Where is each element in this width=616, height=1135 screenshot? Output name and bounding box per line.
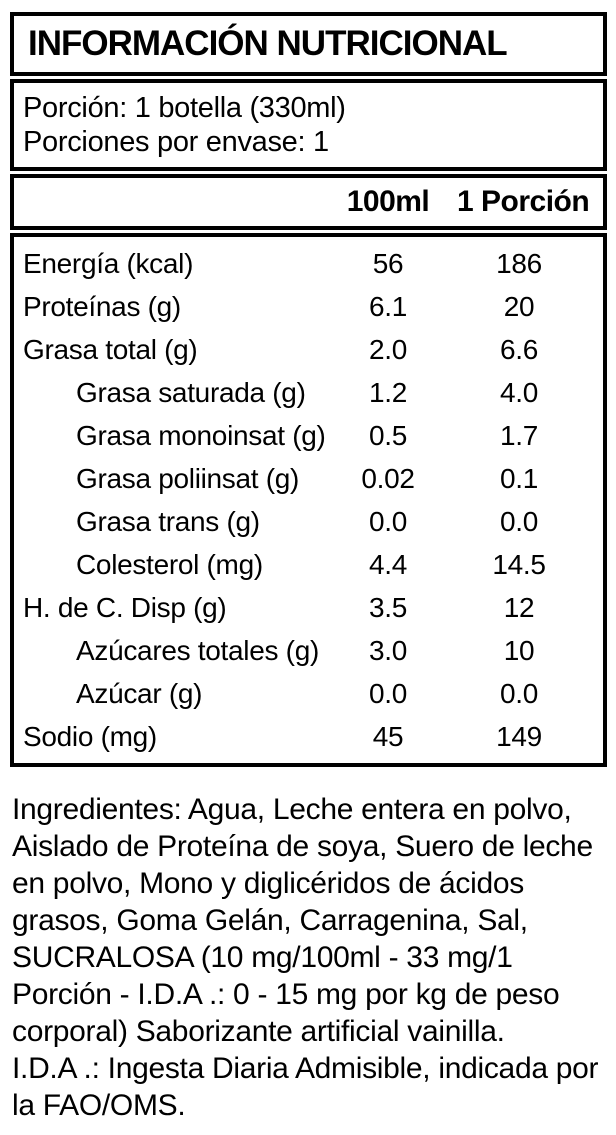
nutrient-value-100ml: 6.1 [368, 290, 408, 322]
nutrient-value-portion: 0.0 [499, 505, 539, 537]
nutrient-value-100ml: 0.0 [368, 677, 408, 709]
nutrient-row-grasa-poliinsat: Grasa poliinsat (g) 0.02 0.1 [14, 457, 603, 500]
nutrient-row-grasa-monoinsat: Grasa monoinsat (g) 0.5 1.7 [14, 414, 603, 457]
nutrient-value-portion: 6.6 [499, 333, 539, 365]
nutrient-label: H. de C. Disp (g) [23, 591, 227, 623]
ingredients-paragraph: Ingredientes: Agua, Leche entera en polv… [12, 793, 593, 1048]
nutrient-value-100ml: 0.5 [368, 419, 408, 451]
ingredients-section: Ingredientes: Agua, Leche entera en polv… [12, 791, 616, 1124]
nutrient-value-100ml: 45 [372, 720, 404, 752]
serving-size-line: Porción: 1 botella (330ml) [23, 92, 346, 124]
nutrient-row-proteinas: Proteínas (g) 6.1 20 [14, 285, 603, 328]
nutrient-row-grasa-trans: Grasa trans (g) 0.0 0.0 [14, 500, 603, 543]
column-header-100ml: 100ml [346, 185, 430, 218]
nutrient-label: Proteínas (g) [23, 290, 181, 322]
nutrient-label: Grasa poliinsat (g) [76, 462, 300, 494]
nutrient-label: Grasa total (g) [23, 333, 198, 365]
nutrient-label: Sodio (mg) [23, 720, 157, 752]
nutrient-label: Grasa trans (g) [76, 505, 260, 537]
nutrient-value-100ml: 1.2 [368, 376, 408, 408]
nutrient-value-100ml: 56 [372, 247, 404, 279]
nutrient-value-100ml: 3.5 [368, 591, 408, 623]
nutrient-row-sodio: Sodio (mg) 45 149 [14, 715, 603, 758]
nutrient-value-portion: 14.5 [492, 548, 546, 580]
serving-info-box: Porción: 1 botella (330ml) Porciones por… [10, 79, 607, 171]
nutrient-label: Colesterol (mg) [76, 548, 263, 580]
nutrient-table: Energía (kcal) 56 186 Proteínas (g) 6.1 … [10, 233, 607, 767]
nutrient-value-portion: 149 [496, 720, 542, 752]
ida-note: I.D.A .: Ingesta Diaria Admisible, indic… [12, 1052, 599, 1122]
title-text: INFORMACIÓN NUTRICIONAL [28, 24, 508, 63]
nutrient-row-azucares-totales: Azúcares totales (g) 3.0 10 [14, 629, 603, 672]
nutrient-value-portion: 10 [503, 634, 535, 666]
nutrient-value-portion: 186 [496, 247, 542, 279]
column-header-row: 100ml 1 Porción [10, 174, 607, 230]
nutrient-label: Azúcares totales (g) [76, 634, 319, 666]
nutrient-value-100ml: 3.0 [368, 634, 408, 666]
nutrient-label: Grasa monoinsat (g) [76, 419, 326, 451]
nutrient-row-azucar: Azúcar (g) 0.0 0.0 [14, 672, 603, 715]
nutrition-label-title: INFORMACIÓN NUTRICIONAL [10, 12, 607, 76]
nutrient-label: Energía (kcal) [23, 247, 194, 279]
nutrient-row-colesterol: Colesterol (mg) 4.4 14.5 [14, 543, 603, 586]
nutrient-value-portion: 0.1 [499, 462, 539, 494]
nutrient-row-grasa-saturada: Grasa saturada (g) 1.2 4.0 [14, 371, 603, 414]
nutrient-value-100ml: 4.4 [368, 548, 408, 580]
nutrient-row-carbohidratos: H. de C. Disp (g) 3.5 12 [14, 586, 603, 629]
nutrient-value-portion: 20 [503, 290, 535, 322]
nutrient-value-portion: 0.0 [499, 677, 539, 709]
nutrient-value-portion: 4.0 [499, 376, 539, 408]
servings-per-container-line: Porciones por envase: 1 [23, 126, 329, 158]
nutrient-label: Grasa saturada (g) [76, 376, 306, 408]
nutrient-value-100ml: 0.02 [361, 462, 415, 494]
column-header-portion: 1 Porción [457, 185, 590, 218]
nutrient-label: Azúcar (g) [76, 677, 203, 709]
nutrient-value-100ml: 2.0 [368, 333, 408, 365]
nutrient-row-energia: Energía (kcal) 56 186 [14, 242, 603, 285]
nutrient-value-100ml: 0.0 [368, 505, 408, 537]
nutrient-value-portion: 1.7 [499, 419, 539, 451]
nutrient-row-grasa-total: Grasa total (g) 2.0 6.6 [14, 328, 603, 371]
nutrient-value-portion: 12 [503, 591, 535, 623]
